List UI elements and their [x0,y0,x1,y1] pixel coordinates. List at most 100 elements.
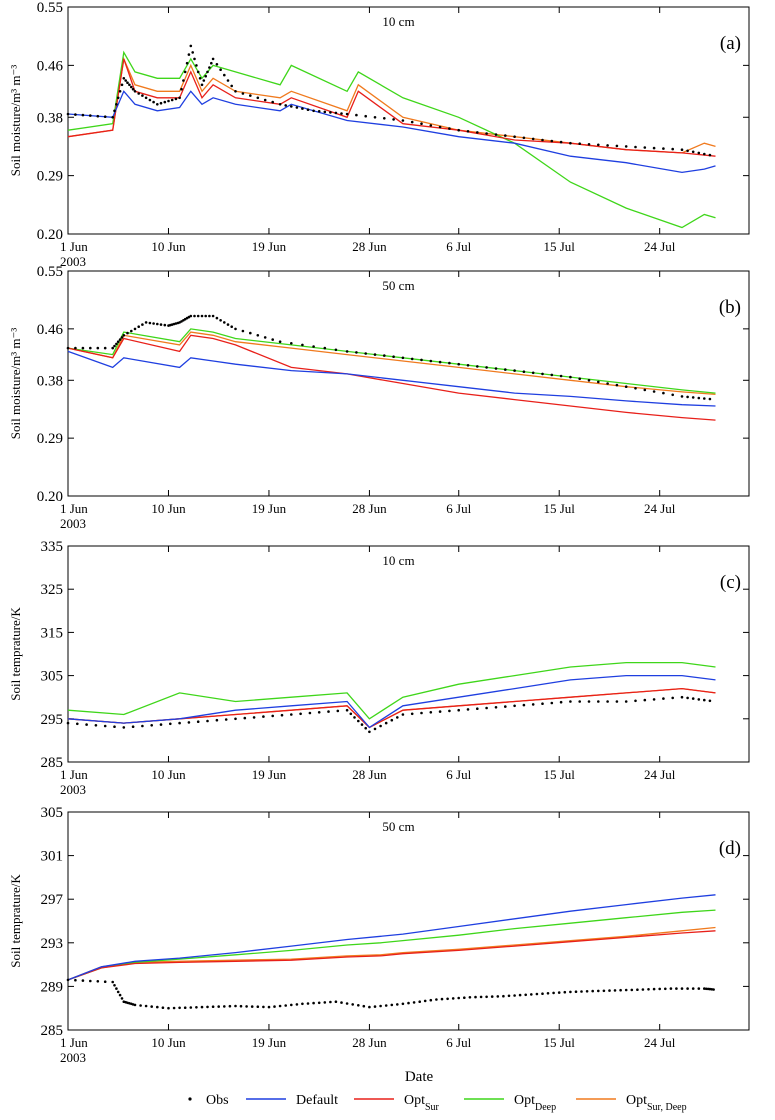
x-tick-label: 6 Jul [446,1035,471,1050]
obs-point [241,329,245,333]
obs-point [606,144,609,147]
x-year-label: 2003 [60,516,86,531]
obs-point [317,711,321,714]
obs-point [317,1001,321,1005]
obs-point [362,1004,366,1008]
obs-point [697,396,701,400]
obs-point [206,719,209,723]
obs-point [708,987,712,991]
y-tick-label: 0.29 [37,169,63,185]
obs-point [278,1004,282,1008]
y-tick-label: 0.55 [37,264,63,280]
obs-point [133,90,137,93]
obs-point [401,1002,405,1006]
series-obs [66,44,712,157]
obs-point [390,1003,394,1007]
obs-point [252,716,256,719]
obs-point [312,109,315,113]
obs-point [429,998,433,1002]
obs-point [686,696,689,700]
obs-point [290,105,293,108]
obs-point [141,724,144,728]
y-tick-label: 301 [41,849,64,865]
obs-point [368,730,371,734]
obs-point [167,99,170,103]
x-tick-label: 24 Jul [644,1035,676,1050]
y-tick-label: 0.29 [37,431,63,447]
obs-point [116,96,120,100]
obs-point [141,94,144,97]
obs-point [504,368,507,371]
obs-point [429,359,433,363]
obs-point [189,314,193,318]
obs-point [466,130,470,133]
obs-point [546,992,550,995]
x-tick-label: 19 Jun [252,501,287,516]
x-tick-label: 19 Jun [252,1035,287,1050]
obs-point [152,100,155,104]
obs-point [111,116,114,119]
obs-point [323,346,327,350]
obs-point [206,70,209,74]
obs-point [226,323,230,326]
obs-point [317,110,321,113]
obs-point [457,996,461,1000]
obs-point [290,342,293,345]
obs-point [130,85,133,89]
obs-point [671,393,674,397]
obs-point [226,79,230,82]
obs-point [115,342,118,346]
obs-point [85,723,88,726]
chart-panel-b: 0.20 0.29 0.38 0.46 0.55 1 Jun 10 Jun 19 Jun 28 … [8,264,750,531]
legend-item: OptSur, Deep [576,1093,687,1113]
obs-point [412,1001,416,1004]
obs-point [624,145,628,148]
obs-point [340,1001,343,1004]
obs-point [249,331,252,335]
obs-point [204,74,207,78]
y-tick-label: 0.20 [37,227,63,243]
y-axis-title: Soil moisture/m³ m⁻³ [8,328,23,440]
obs-point [183,1006,187,1009]
obs-point [144,96,148,100]
obs-point [334,348,338,352]
obs-point [187,721,191,724]
obs-point [559,374,563,378]
obs-point [691,987,695,990]
obs-point [126,81,129,84]
y-tick-label: 305 [41,669,64,685]
obs-point [89,346,92,350]
obs-point [187,315,191,319]
obs-point [128,83,131,87]
obs-point [198,77,202,80]
series-line-opt-sur-deep [67,331,716,396]
x-tick-label: 1 Jun [60,501,88,516]
obs-point [703,152,706,156]
panel-label: (a) [720,33,741,54]
obs-point [113,725,116,728]
obs-point [208,66,211,69]
plot-frame [67,6,750,235]
obs-point [448,361,451,365]
obs-point [219,319,222,322]
series-line-opt-sur [67,930,716,981]
obs-point [697,987,701,990]
series-line-default [67,90,716,174]
y-tick-label: 305 [41,805,64,821]
obs-point [262,1005,265,1009]
obs-point [278,103,282,106]
obs-point [195,1006,198,1009]
obs-point [597,989,600,993]
y-tick-label: 0.46 [37,58,64,74]
obs-point [541,702,544,705]
obs-point [329,111,332,114]
obs-point [435,998,438,1001]
obs-point [159,323,163,326]
obs-point [163,323,167,327]
obs-point [541,138,544,142]
obs-point [306,1002,310,1005]
obs-point [74,978,77,982]
obs-point [675,987,678,990]
obs-point [183,317,187,321]
